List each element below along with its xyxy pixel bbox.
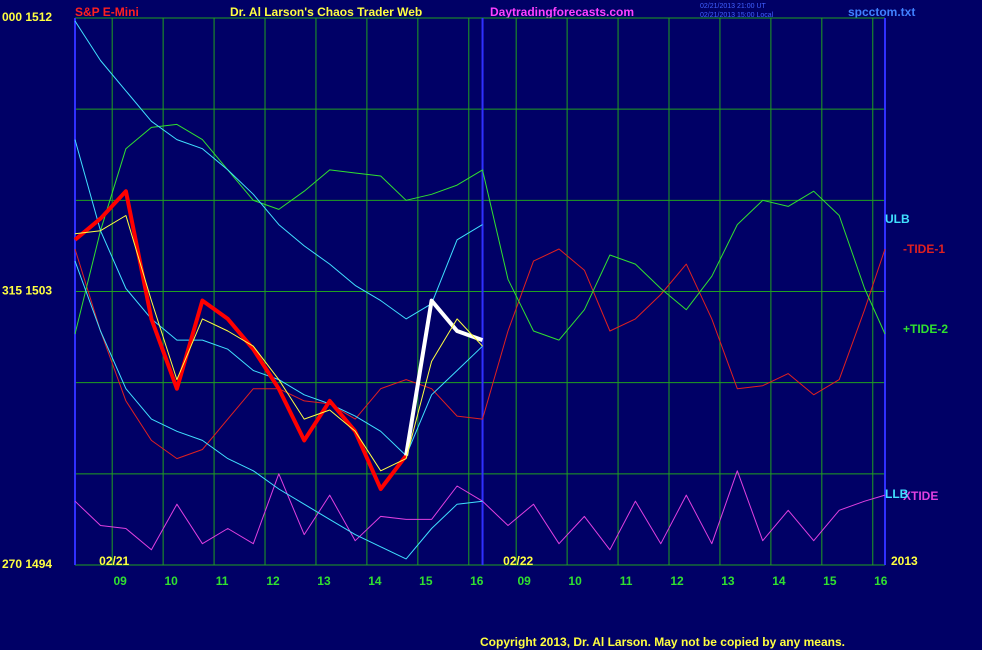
- series-label: LLB: [885, 487, 909, 501]
- date-label: 02/21: [99, 554, 129, 568]
- series-label: -TIDE-1: [903, 242, 945, 256]
- chart-title: S&P E-Mini: [75, 5, 139, 19]
- y-tick-label: 270 1494: [2, 557, 52, 571]
- timestamp: 02/21/2013 15:00 Local: [700, 12, 774, 19]
- x-tick-label: 16: [874, 574, 888, 588]
- x-tick-label: 14: [368, 574, 382, 588]
- x-tick-label: 11: [620, 574, 633, 588]
- x-tick-label: 11: [216, 574, 229, 588]
- series-label: XTIDE: [903, 489, 938, 503]
- x-tick-label: 12: [670, 574, 684, 588]
- date-label: 02/22: [503, 554, 533, 568]
- x-tick-label: 09: [517, 574, 531, 588]
- x-tick-label: 16: [470, 574, 484, 588]
- copyright: Copyright 2013, Dr. Al Larson. May not b…: [480, 635, 845, 649]
- x-tick-label: 10: [164, 574, 178, 588]
- x-tick-label: 13: [721, 574, 735, 588]
- y-tick-label: 315 1503: [2, 284, 52, 298]
- series-label: ULB: [885, 212, 910, 226]
- x-tick-label: 13: [317, 574, 331, 588]
- x-tick-label: 09: [114, 574, 128, 588]
- series-line: [74, 248, 886, 460]
- x-tick-label: 15: [419, 574, 433, 588]
- chart-subtitle: Dr. Al Larson's Chaos Trader Web: [230, 5, 422, 19]
- series-line: [74, 215, 483, 472]
- series-line: [73, 189, 408, 491]
- series-line: [74, 123, 886, 341]
- x-tick-label: 15: [823, 574, 837, 588]
- series-line: [74, 20, 483, 320]
- x-tick-label: 12: [266, 574, 280, 588]
- timestamp: 02/21/2013 21:00 UT: [700, 3, 766, 10]
- site: Daytradingforecasts.com: [490, 5, 634, 19]
- series-line: [74, 260, 483, 560]
- y-tick-label: 000 1512: [2, 10, 52, 24]
- series-label: +TIDE-2: [903, 322, 948, 336]
- x-tick-label: 14: [772, 574, 786, 588]
- file-name: spcctom.txt: [848, 5, 915, 19]
- x-tick-label: 10: [568, 574, 582, 588]
- series-line: [404, 298, 484, 456]
- date-label: 2013: [891, 554, 918, 568]
